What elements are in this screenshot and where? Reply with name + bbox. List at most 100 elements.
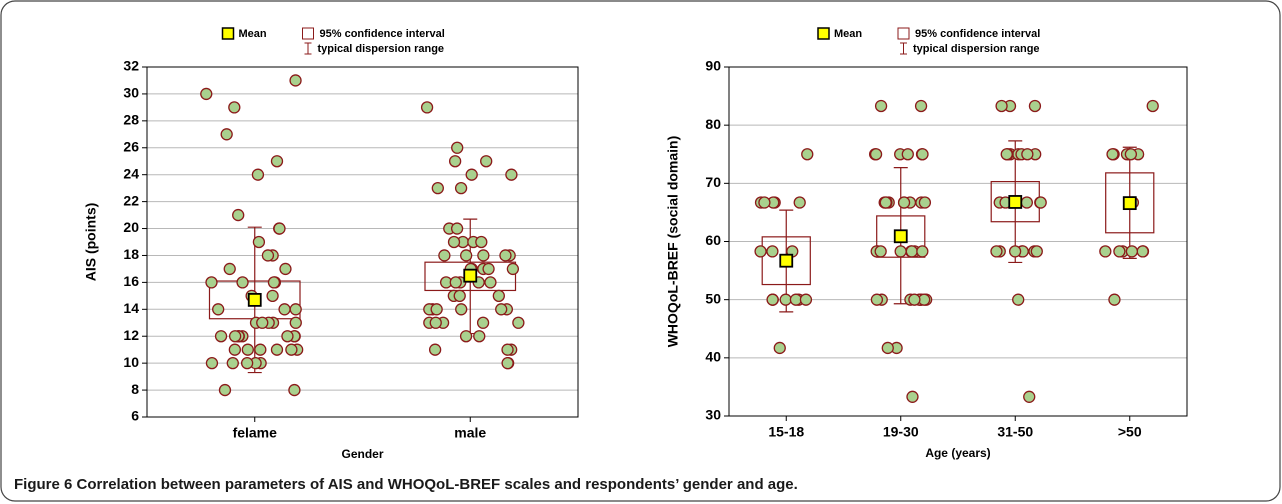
data-point	[480, 155, 493, 168]
mean-marker	[779, 253, 794, 268]
data-point	[273, 222, 286, 235]
y-tick-label: 28	[123, 112, 139, 128]
legend-label: typical dispersion range	[913, 43, 1040, 55]
data-point	[916, 148, 929, 161]
legend-mean-icon	[221, 27, 235, 40]
x-tick-label: felame	[233, 425, 278, 441]
data-point	[874, 245, 887, 258]
data-point	[1113, 245, 1126, 258]
x-tick-label: male	[454, 425, 486, 441]
data-point	[465, 168, 478, 181]
data-point	[501, 343, 514, 356]
legend-label: typical dispersion range	[318, 43, 445, 55]
data-point	[1034, 196, 1047, 209]
data-point	[908, 293, 921, 306]
data-point	[214, 330, 228, 343]
mean-marker	[1122, 196, 1137, 211]
data-point	[894, 245, 907, 258]
x-tick-label: 31-50	[997, 424, 1033, 440]
caption: Figure 6 Correlation between parameters …	[14, 476, 798, 493]
data-point	[240, 357, 254, 370]
legend-ci-icon	[302, 27, 314, 40]
data-point	[916, 245, 929, 258]
legend-mean-icon	[817, 27, 830, 40]
y-tick-label: 30	[705, 407, 721, 423]
data-point	[420, 101, 434, 114]
data-point	[1099, 245, 1112, 258]
data-point	[1124, 148, 1138, 161]
y-tick-label: 18	[123, 246, 139, 262]
legend-label: 95% confidence interval	[320, 28, 445, 40]
data-point	[278, 303, 291, 316]
mean-marker	[1008, 195, 1023, 209]
x-tick-label: 19-30	[883, 424, 919, 440]
data-point	[476, 316, 490, 329]
caption-text: Correlation between parameters of AIS an…	[76, 476, 798, 493]
data-point	[1106, 148, 1119, 161]
data-point	[1028, 99, 1042, 113]
data-point	[901, 148, 914, 161]
ci-box	[1105, 172, 1155, 234]
data-point	[212, 303, 225, 316]
legend-label: Mean	[239, 28, 267, 40]
data-point	[453, 289, 466, 302]
data-point	[270, 343, 284, 356]
data-point	[874, 99, 888, 113]
data-point	[1023, 390, 1036, 403]
legend-label: Mean	[834, 28, 862, 40]
y-tick-label: 16	[123, 273, 139, 289]
data-point	[232, 208, 245, 222]
data-point	[270, 155, 284, 168]
x-axis-label: Age (years)	[925, 446, 990, 460]
y-tick-label: 40	[705, 349, 721, 365]
data-point	[492, 289, 505, 302]
data-point	[754, 245, 767, 258]
y-tick-label: 90	[705, 58, 721, 74]
y-tick-label: 80	[705, 116, 721, 132]
data-point	[505, 168, 518, 181]
data-point	[766, 245, 779, 258]
data-point	[918, 196, 932, 209]
data-point	[789, 293, 803, 306]
data-point	[793, 196, 806, 209]
data-point	[289, 303, 302, 316]
y-tick-label: 20	[123, 219, 139, 235]
data-point	[779, 293, 792, 306]
data-point	[801, 148, 814, 161]
ci-box	[761, 236, 811, 286]
data-point	[256, 316, 269, 329]
data-point	[1125, 245, 1139, 258]
data-point	[266, 289, 279, 302]
ci-box	[424, 261, 517, 292]
data-point	[881, 341, 894, 355]
legend-dispersion-icon	[900, 42, 907, 55]
data-point	[430, 303, 443, 316]
plot-area	[146, 66, 579, 418]
y-axis-label: WHOQoL-BREF (social domain)	[665, 136, 681, 348]
data-point	[236, 276, 249, 289]
data-point	[499, 249, 512, 262]
data-point	[484, 276, 497, 289]
data-point	[252, 235, 266, 249]
y-tick-label: 30	[123, 85, 139, 101]
data-point	[455, 303, 468, 316]
caption-label: Figure 6	[14, 476, 73, 493]
y-tick-label: 14	[123, 300, 139, 316]
data-point	[477, 249, 490, 262]
data-point	[475, 235, 488, 249]
y-axis-label: AIS (points)	[83, 203, 99, 282]
data-point	[228, 101, 241, 114]
data-point	[766, 293, 779, 306]
data-point	[473, 330, 486, 343]
x-tick-label: 15-18	[768, 424, 804, 440]
y-tick-label: 24	[123, 165, 139, 181]
data-point	[914, 99, 928, 113]
data-point	[289, 316, 302, 329]
data-point	[228, 343, 242, 356]
plot-area	[728, 66, 1188, 417]
data-point	[1030, 245, 1043, 258]
legend-dispersion-icon	[304, 42, 312, 55]
data-point	[223, 262, 236, 276]
data-point	[267, 276, 281, 289]
y-tick-label: 22	[123, 192, 139, 208]
